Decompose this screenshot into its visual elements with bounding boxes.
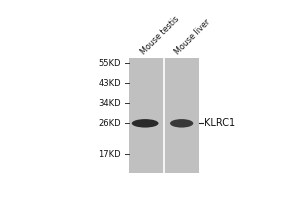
Text: 26KD: 26KD — [99, 119, 121, 128]
Text: Mouse liver: Mouse liver — [173, 17, 212, 56]
Bar — [129, 58, 199, 173]
Text: KLRC1: KLRC1 — [204, 118, 235, 128]
Text: 43KD: 43KD — [99, 79, 121, 88]
Text: 34KD: 34KD — [99, 99, 121, 108]
Ellipse shape — [170, 119, 193, 128]
Ellipse shape — [132, 119, 158, 128]
Text: Mouse testis: Mouse testis — [139, 14, 181, 56]
Text: 17KD: 17KD — [99, 150, 121, 159]
Text: 55KD: 55KD — [99, 59, 121, 68]
